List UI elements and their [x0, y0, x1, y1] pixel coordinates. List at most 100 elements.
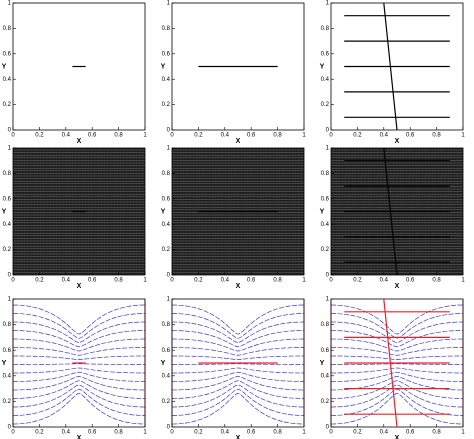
y-tick-label: 1 [326, 146, 330, 152]
y-tick-label: 1 [8, 297, 12, 303]
panel: 0 0.2 0.4 0.6 0.8 1 0 0.2 0.4 0.6 0.8 1 X Y [320, 297, 466, 439]
crack [383, 2, 398, 131]
streamline [171, 313, 305, 339]
streamline [171, 355, 305, 360]
x-tick-label: 0.2 [35, 278, 44, 284]
streamline [12, 304, 146, 335]
x-tick-label: 0.8 [114, 430, 123, 436]
y-axis-label: Y [2, 63, 7, 70]
y-tick-label: 0 [326, 425, 330, 431]
x-tick-label: 1 [461, 133, 465, 139]
panel: 0 0.2 0.4 0.6 0.8 1 0 0.2 0.4 0.6 0.8 1 X Y [320, 1, 466, 145]
streamline [12, 321, 146, 343]
y-tick-label: 0.4 [321, 77, 330, 83]
y-tick-label: 0.4 [162, 222, 171, 228]
streamline [171, 376, 305, 391]
y-tick-label: 0.8 [3, 26, 12, 32]
x-axis-label: X [236, 138, 241, 145]
streamline [12, 380, 146, 399]
streamline [330, 376, 464, 391]
x-axis-label: X [236, 283, 241, 290]
y-tick-label: 0.6 [3, 51, 12, 57]
y-axis-label: Y [320, 63, 325, 70]
x-tick-label: 0.4 [380, 133, 389, 139]
y-tick-label: 0.6 [162, 196, 171, 202]
x-tick-label: 1 [143, 430, 147, 436]
streamline [171, 347, 305, 356]
streamline [330, 313, 464, 339]
x-tick-label: 1 [302, 133, 306, 139]
y-tick-label: 0.2 [162, 247, 171, 253]
x-tick-label: 0.6 [406, 133, 415, 139]
y-tick-label: 0.4 [321, 222, 330, 228]
x-tick-label: 0.4 [62, 278, 71, 284]
streamline [171, 371, 305, 382]
y-tick-label: 1 [8, 146, 12, 152]
x-tick-label: 0.4 [221, 430, 230, 436]
x-tick-label: 0.6 [247, 430, 256, 436]
streamline [330, 330, 464, 348]
x-tick-label: 1 [302, 430, 306, 436]
x-tick-label: 0.2 [35, 430, 44, 436]
x-tick-label: 0.8 [273, 278, 282, 284]
streamline [12, 330, 146, 348]
streamline [12, 347, 146, 356]
streamline [12, 367, 146, 374]
y-tick-label: 0.6 [162, 51, 171, 57]
streamline [12, 393, 146, 425]
y-tick-label: 1 [167, 297, 171, 303]
y-axis-label: Y [2, 208, 7, 215]
y-tick-label: 0.6 [162, 348, 171, 354]
streamline [171, 321, 305, 343]
plot-frame [171, 2, 305, 131]
crack [383, 147, 398, 276]
y-tick-label: 0 [167, 128, 171, 134]
y-tick-label: 0.2 [3, 399, 12, 405]
x-tick-label: 0.6 [88, 430, 97, 436]
y-tick-label: 0.4 [3, 222, 12, 228]
streamline [12, 376, 146, 391]
y-axis-label: Y [161, 208, 166, 215]
streamline [171, 367, 305, 374]
streamline [12, 355, 146, 360]
streamline [330, 338, 464, 352]
streamline [171, 330, 305, 348]
y-tick-label: 0.8 [321, 26, 330, 32]
x-tick-label: 0.2 [353, 430, 362, 436]
streamline [330, 355, 464, 360]
x-tick-label: 0 [329, 430, 333, 436]
y-tick-label: 0 [167, 425, 171, 431]
streamline [330, 384, 464, 408]
x-tick-label: 0.8 [273, 133, 282, 139]
y-tick-label: 1 [167, 146, 171, 152]
y-tick-label: 0.2 [321, 399, 330, 405]
panel: 0 0.2 0.4 0.6 0.8 1 0 0.2 0.4 0.6 0.8 1 X Y [2, 297, 148, 439]
x-axis-label: X [77, 283, 82, 290]
x-tick-label: 1 [143, 278, 147, 284]
y-tick-label: 1 [167, 1, 171, 7]
x-tick-label: 0 [11, 133, 15, 139]
plot-frame [12, 147, 146, 276]
x-tick-label: 0.6 [88, 133, 97, 139]
x-tick-label: 0.6 [247, 133, 256, 139]
y-tick-label: 0.6 [321, 51, 330, 57]
x-axis-label: X [395, 283, 400, 290]
x-tick-label: 0.2 [194, 133, 203, 139]
y-tick-label: 0.6 [3, 196, 12, 202]
x-tick-label: 0.2 [194, 278, 203, 284]
panel: 0 0.2 0.4 0.6 0.8 1 0 0.2 0.4 0.6 0.8 1 X Y [320, 146, 466, 290]
y-axis-label: Y [161, 360, 166, 367]
x-tick-label: 0.8 [432, 278, 441, 284]
y-tick-label: 0.4 [3, 77, 12, 83]
y-tick-label: 0.2 [162, 102, 171, 108]
x-tick-label: 1 [461, 430, 465, 436]
streamline [330, 363, 464, 365]
x-tick-label: 0.4 [380, 278, 389, 284]
plot-frame [171, 147, 305, 276]
streamline [330, 380, 464, 399]
x-tick-label: 0.8 [114, 278, 123, 284]
streamline [12, 363, 146, 365]
x-tick-label: 0 [329, 278, 333, 284]
y-tick-label: 0 [326, 128, 330, 134]
y-tick-label: 0 [326, 273, 330, 279]
